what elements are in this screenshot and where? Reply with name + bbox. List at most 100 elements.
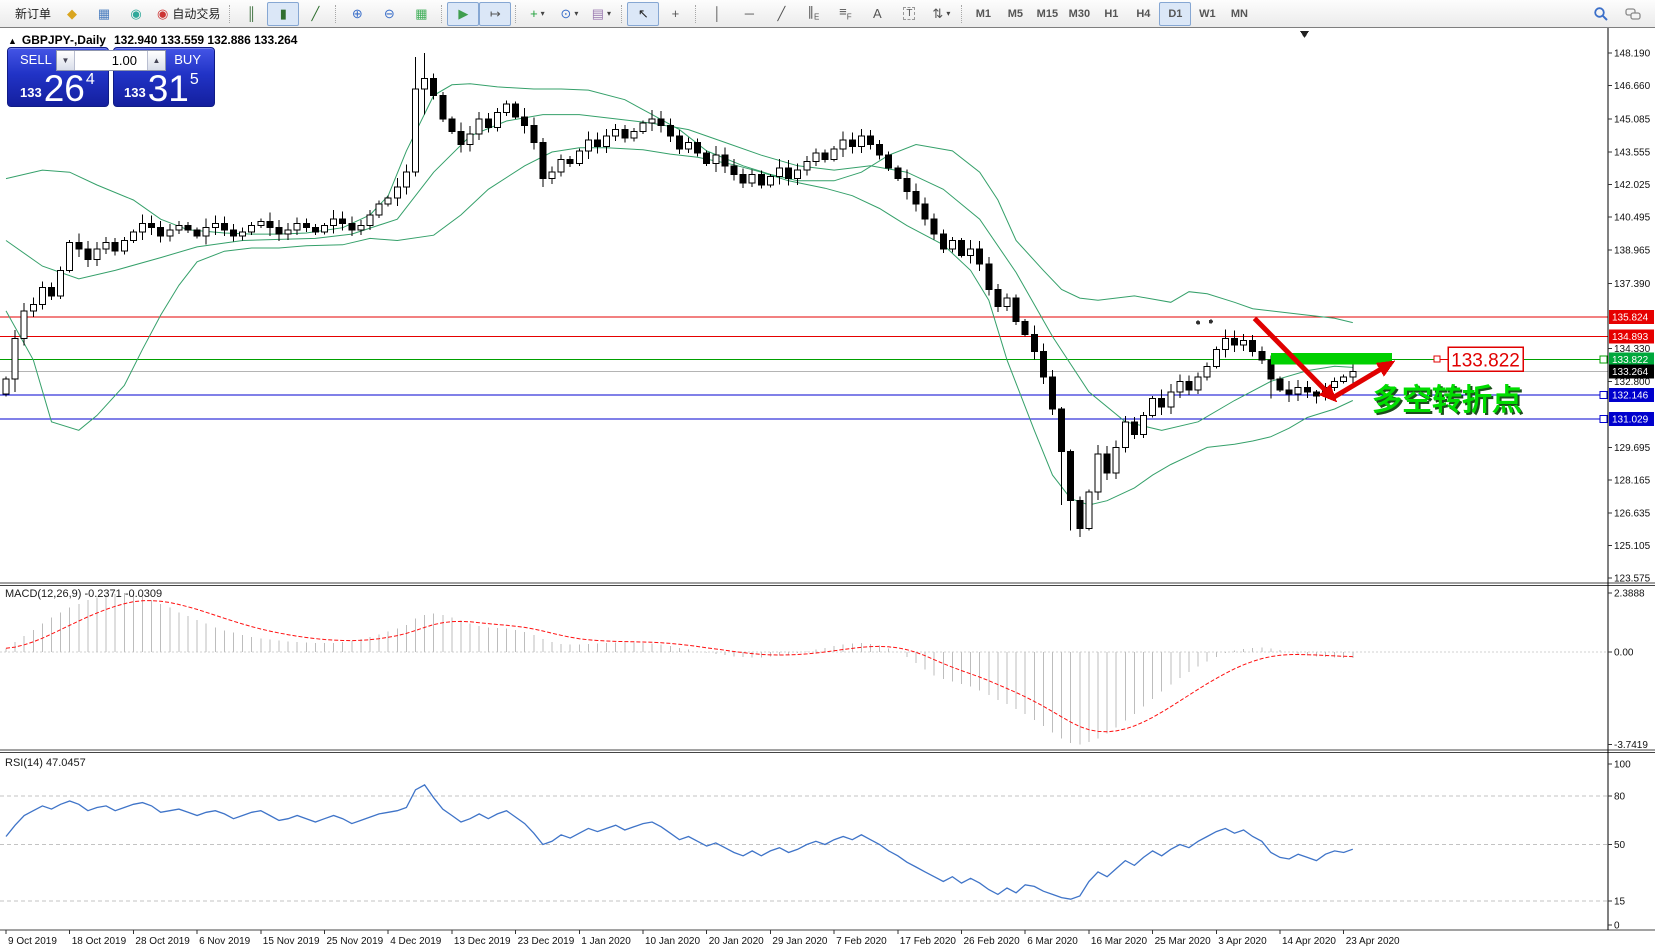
green-line-handle[interactable] <box>1599 355 1608 364</box>
cursor-icon: ↖ <box>637 6 649 21</box>
volume-increase-icon[interactable]: ▲ <box>147 51 165 70</box>
support-zone-band[interactable] <box>1270 353 1392 365</box>
support-price-label-text: 133.822 <box>1451 350 1520 371</box>
chart-shift-button[interactable]: ↦ <box>479 1 512 26</box>
horizontal-level-lines[interactable] <box>0 316 1608 420</box>
svg-text:17 Feb 2020: 17 Feb 2020 <box>900 936 957 947</box>
timeframe-m1-button[interactable]: M1 <box>975 7 992 20</box>
macd-histogram <box>5 592 1354 745</box>
sell-price[interactable]: 133 26 4 <box>20 69 95 106</box>
timeframe-m5-button[interactable]: M5 <box>1007 7 1024 20</box>
blue-line-handle[interactable] <box>1599 391 1608 400</box>
timeframe-m30-button[interactable]: M30 <box>1068 7 1091 20</box>
chat-button[interactable] <box>1617 2 1649 26</box>
dropdown-caret-icon[interactable]: ▾ <box>540 9 545 18</box>
down-trend-arrow[interactable] <box>1252 316 1338 403</box>
candlesticks <box>2 53 1357 537</box>
toolbar: 新订单 ◆ ▦ ◉ ◉ 自动交易 ║ ▮ ╱ ⊕ ⊖ ▦ ▶ ↦ + ▾ ⊙ ▾ ▤ ▾ ↖ + │ ─ ╱ ∥E ≡F A T ⇅ ▾ M1… <box>0 0 1655 28</box>
cursor-button[interactable]: ↖ <box>627 1 660 26</box>
trendline-button[interactable]: ╱ <box>765 2 797 26</box>
svg-text:131.029: 131.029 <box>1612 415 1649 426</box>
auto-trading-button[interactable]: ◉ 自动交易 <box>152 2 225 26</box>
zoom-in-button[interactable]: ⊕ <box>341 2 373 26</box>
periods-button[interactable]: ⊙ ▾ <box>553 2 585 26</box>
vertical-line-button[interactable]: │ <box>701 2 733 26</box>
text-button[interactable]: A <box>861 2 893 26</box>
label-anchor-handle[interactable] <box>1433 355 1441 363</box>
macd-indicator-label: MACD(12,26,9) -0.2371 -0.0309 <box>5 588 163 600</box>
svg-text:15 Nov 2019: 15 Nov 2019 <box>263 936 320 947</box>
crosshair-button[interactable]: + <box>659 2 691 26</box>
note-text[interactable]: 多空转折点 <box>1372 384 1522 417</box>
dropdown-caret-icon[interactable]: ▾ <box>607 9 612 18</box>
svg-text:28 Oct 2019: 28 Oct 2019 <box>135 936 190 947</box>
equidistant-channel-button[interactable]: ∥E <box>797 2 829 26</box>
dropdown-caret-icon[interactable]: ▾ <box>574 9 579 18</box>
dropdown-caret-icon[interactable]: ▾ <box>946 9 951 18</box>
timeframe-h1-button[interactable]: H1 <box>1104 7 1119 20</box>
line-chart-button[interactable]: ╱ <box>299 2 331 26</box>
toolbar-separator <box>515 4 517 23</box>
chart-shift-marker-icon[interactable] <box>1300 31 1309 38</box>
timeframe-mn-button[interactable]: MN <box>1230 7 1248 20</box>
sell-price-prefix: 133 <box>20 85 42 100</box>
line-chart-icon: ╱ <box>311 6 320 21</box>
market-watch-icon: ◆ <box>67 6 78 21</box>
svg-text:134.330: 134.330 <box>1614 344 1651 355</box>
volume-stepper[interactable]: ▼ 1.00 ▲ <box>56 50 166 71</box>
collapse-chart-icon[interactable]: ▲ <box>8 36 17 46</box>
templates-button[interactable]: ▤ ▾ <box>585 2 617 26</box>
timeframe-m15-button[interactable]: M15 <box>1036 7 1059 20</box>
candlestick-chart-button[interactable]: ▮ <box>267 1 300 26</box>
svg-text:140.495: 140.495 <box>1614 213 1651 224</box>
svg-text:0.00: 0.00 <box>1614 648 1634 659</box>
svg-text:100: 100 <box>1614 760 1631 771</box>
fibonacci-button[interactable]: ≡F <box>829 2 861 26</box>
candlestick-chart-icon: ▮ <box>279 6 287 21</box>
svg-text:133.822: 133.822 <box>1612 355 1649 366</box>
trendline-icon: ╱ <box>777 6 786 21</box>
indicators-button[interactable]: + ▾ <box>521 2 553 26</box>
svg-text:29 Jan 2020: 29 Jan 2020 <box>772 936 827 947</box>
horizontal-line-button[interactable]: ─ <box>733 2 765 26</box>
date-axis[interactable]: 9 Oct 2019 18 Oct 2019 28 Oct 2019 6 Nov 20… <box>5 930 1400 947</box>
sell-price-sup: 4 <box>85 71 95 88</box>
zoom-out-button[interactable]: ⊖ <box>373 2 405 26</box>
svg-text:-3.7419: -3.7419 <box>1614 740 1648 751</box>
arrows-icon: ⇅ <box>932 6 944 21</box>
terminal-button[interactable]: ▦ <box>88 2 120 26</box>
search-button[interactable] <box>1585 2 1617 26</box>
arrows-button[interactable]: ⇅ ▾ <box>925 2 957 26</box>
text-label-button[interactable]: T <box>893 2 925 26</box>
market-watch-button[interactable]: ◆ <box>56 2 88 26</box>
buy-price[interactable]: 133 31 5 <box>124 67 199 109</box>
buy-label[interactable]: BUY <box>174 52 201 67</box>
support-price-label-box[interactable] <box>1447 346 1524 373</box>
timeframe-w1-button[interactable]: W1 <box>1199 7 1216 20</box>
buy-price-prefix: 133 <box>124 85 146 100</box>
volume-value[interactable]: 1.00 <box>111 53 137 68</box>
timeframe-h4-button[interactable]: H4 <box>1136 7 1151 20</box>
svg-text:142.025: 142.025 <box>1614 180 1651 191</box>
toolbar-separator <box>441 4 443 23</box>
bar-chart-button[interactable]: ║ <box>235 2 267 26</box>
volume-decrease-icon[interactable]: ▼ <box>57 51 75 70</box>
one-click-trading-panel: SELL BUY ▼ 1.00 ▲ 133 26 4 133 31 5 <box>7 47 215 107</box>
bollinger-lower-band <box>5 147 1354 506</box>
fibonacci-icon: ≡F <box>839 4 852 22</box>
svg-text:133.264: 133.264 <box>1612 367 1649 378</box>
up-reversal-arrow[interactable] <box>1332 360 1396 400</box>
signals-button[interactable]: ◉ <box>120 2 152 26</box>
sell-label[interactable]: SELL <box>20 52 52 67</box>
price-line-label <box>1609 364 1654 379</box>
new-order-button[interactable]: 新订单 <box>6 2 56 26</box>
auto-scroll-button[interactable]: ▶ <box>447 1 480 26</box>
timeframe-d1-button[interactable]: D1 <box>1159 1 1192 26</box>
auto-trading-icon: ◉ <box>157 6 169 21</box>
blue-line-handle[interactable] <box>1599 415 1608 424</box>
buy-price-big: 31 <box>147 67 189 109</box>
svg-text:3 Apr 2020: 3 Apr 2020 <box>1218 936 1267 947</box>
tile-windows-button[interactable]: ▦ <box>405 2 437 26</box>
toolbar-separator <box>621 4 623 23</box>
